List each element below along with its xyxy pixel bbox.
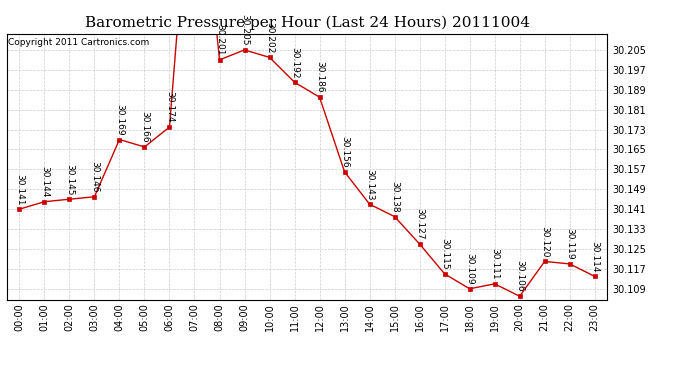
Text: 30.156: 30.156 [340,136,349,168]
Text: 30.146: 30.146 [90,161,99,193]
Text: 30.138: 30.138 [390,181,399,213]
Text: 30.141: 30.141 [15,174,24,205]
Text: 30.120: 30.120 [540,226,549,257]
Text: 30.201: 30.201 [215,24,224,56]
Text: 30.166: 30.166 [140,111,149,143]
Text: Copyright 2011 Cartronics.com: Copyright 2011 Cartronics.com [8,38,149,47]
Text: 30.300: 30.300 [0,374,1,375]
Text: 30.205: 30.205 [240,14,249,46]
Text: 30.115: 30.115 [440,238,449,270]
Text: 30.192: 30.192 [290,46,299,78]
Text: 30.144: 30.144 [40,166,49,198]
Text: 30.174: 30.174 [165,92,174,123]
Title: Barometric Pressure per Hour (Last 24 Hours) 20111004: Barometric Pressure per Hour (Last 24 Ho… [85,15,529,30]
Text: 30.202: 30.202 [265,22,274,53]
Text: 30.169: 30.169 [115,104,124,135]
Text: 30.109: 30.109 [465,253,474,285]
Text: 30.114: 30.114 [590,241,599,272]
Text: 30.145: 30.145 [65,164,74,195]
Text: 30.111: 30.111 [490,248,499,280]
Text: 30.127: 30.127 [415,209,424,240]
Text: 30.186: 30.186 [315,62,324,93]
Text: 30.143: 30.143 [365,168,374,200]
Text: 30.106: 30.106 [515,261,524,292]
Text: 30.119: 30.119 [565,228,574,260]
